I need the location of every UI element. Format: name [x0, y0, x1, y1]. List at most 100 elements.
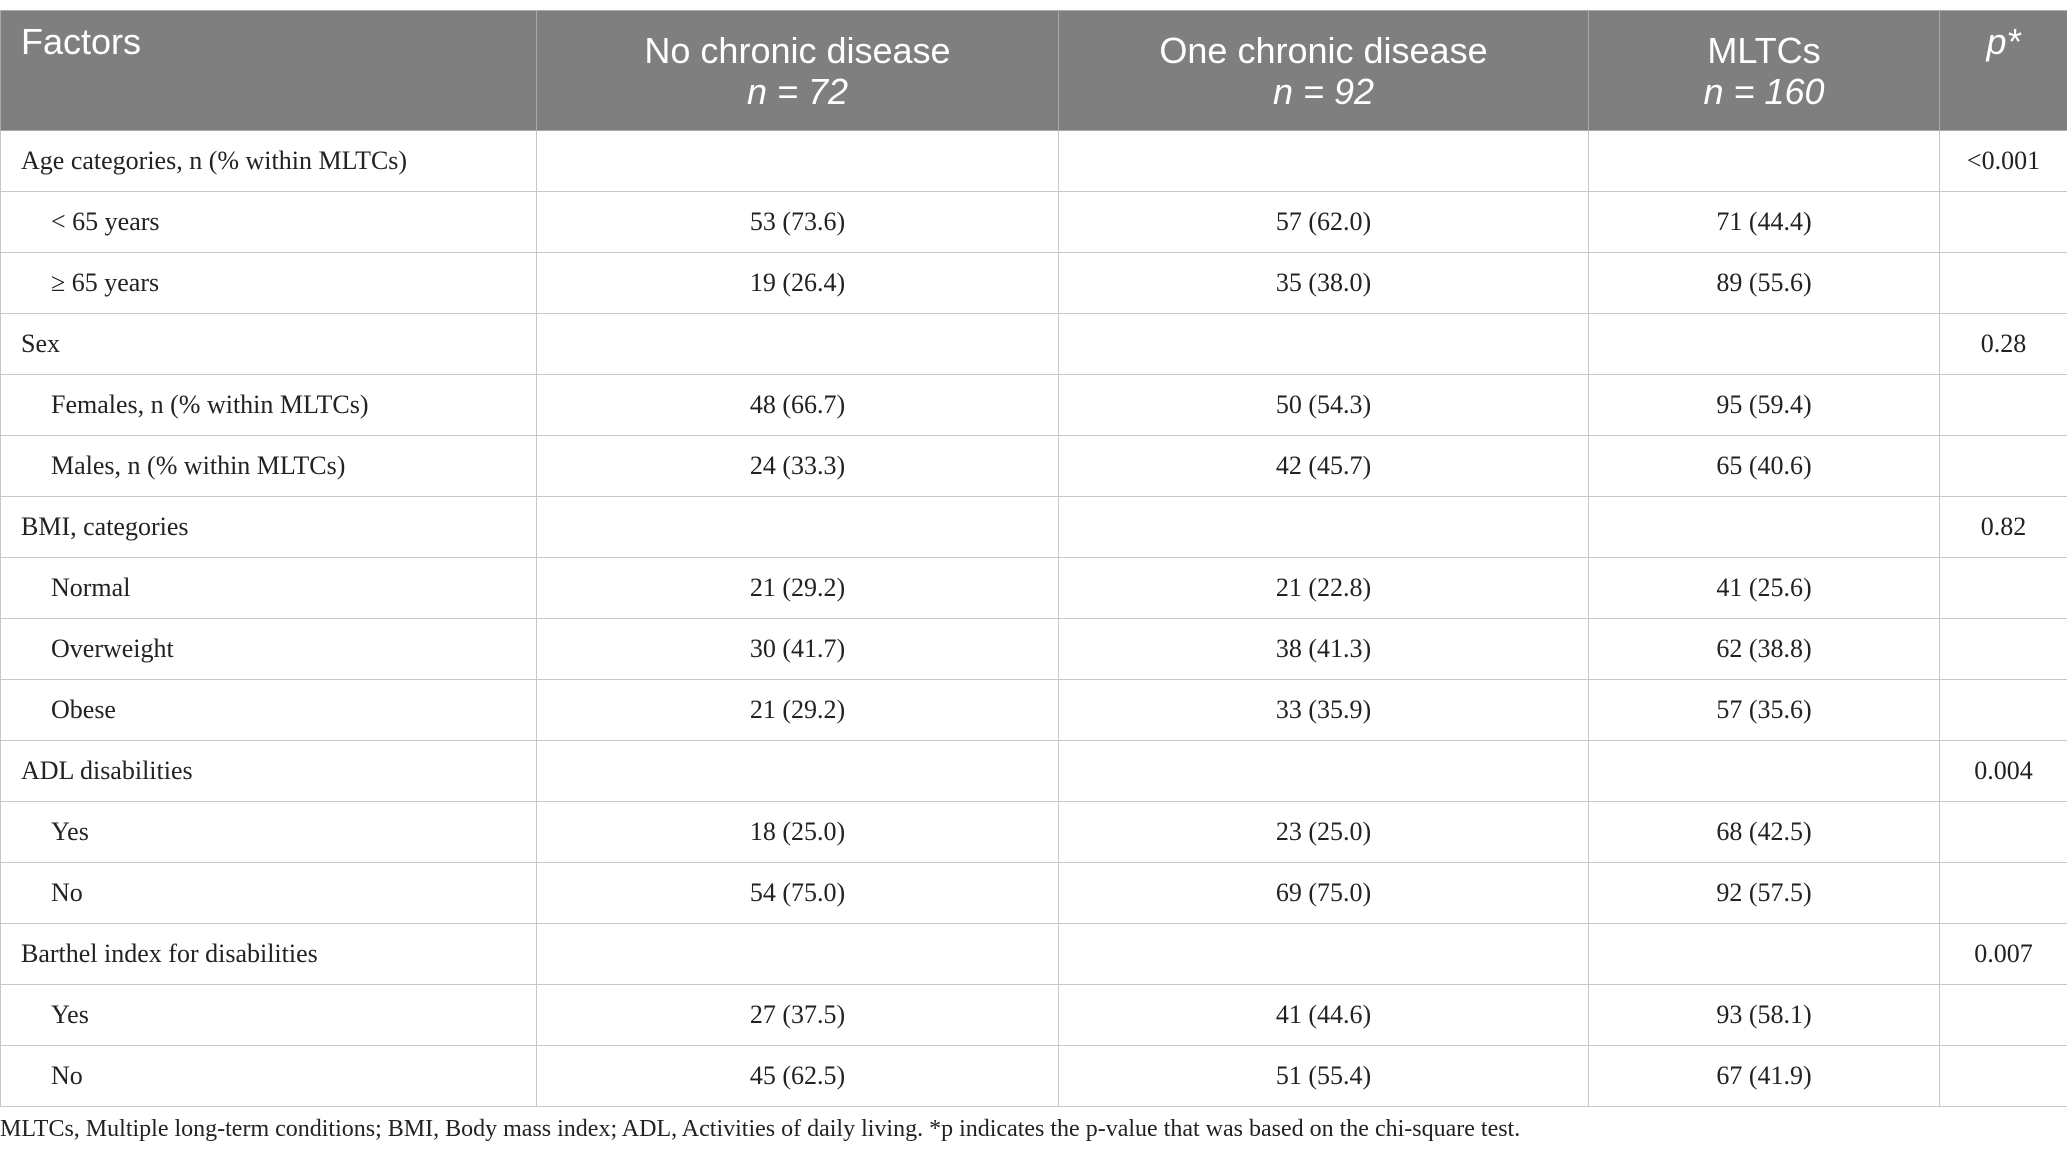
column-label: No chronic disease: [644, 29, 951, 71]
row-label: < 65 years: [0, 191, 537, 253]
column-n: n = 160: [1703, 70, 1825, 112]
cell-value: 21 (29.2): [536, 557, 1059, 619]
data-row: Yes 27 (37.5) 41 (44.6) 93 (58.1): [0, 984, 2067, 1046]
group-label: Sex: [0, 313, 537, 375]
cell-value: 19 (26.4): [536, 252, 1059, 314]
empty-cell: [1939, 984, 2067, 1046]
data-row: Normal 21 (29.2) 21 (22.8) 41 (25.6): [0, 557, 2067, 619]
cell-value: 50 (54.3): [1058, 374, 1589, 436]
empty-cell: [1939, 374, 2067, 436]
cell-value: 68 (42.5): [1588, 801, 1940, 863]
column-label: MLTCs: [1707, 29, 1821, 71]
empty-cell: [1058, 740, 1589, 802]
cell-value: 21 (29.2): [536, 679, 1059, 741]
empty-cell: [536, 313, 1059, 375]
cell-value: 51 (55.4): [1058, 1045, 1589, 1107]
empty-cell: [1939, 435, 2067, 497]
empty-cell: [1939, 557, 2067, 619]
cell-value: 71 (44.4): [1588, 191, 1940, 253]
cell-value: 45 (62.5): [536, 1045, 1059, 1107]
footnote: MLTCs, Multiple long-term conditions; BM…: [0, 1116, 1521, 1142]
row-label: No: [0, 862, 537, 924]
cell-value: 41 (25.6): [1588, 557, 1940, 619]
header-factors: Factors: [0, 10, 537, 131]
cell-value: 24 (33.3): [536, 435, 1059, 497]
group-label: ADL disabilities: [0, 740, 537, 802]
cell-value: 23 (25.0): [1058, 801, 1589, 863]
p-value: <0.001: [1939, 130, 2067, 192]
cell-value: 65 (40.6): [1588, 435, 1940, 497]
p-value: 0.007: [1939, 923, 2067, 985]
empty-cell: [1058, 130, 1589, 192]
cell-value: 42 (45.7): [1058, 435, 1589, 497]
row-label: Obese: [0, 679, 537, 741]
data-row: ≥ 65 years 19 (26.4) 35 (38.0) 89 (55.6): [0, 252, 2067, 314]
group-label: Barthel index for disabilities: [0, 923, 537, 985]
cell-value: 48 (66.7): [536, 374, 1059, 436]
empty-cell: [536, 130, 1059, 192]
empty-cell: [1939, 1045, 2067, 1107]
header-column: One chronic disease n = 92: [1058, 10, 1589, 131]
row-label: ≥ 65 years: [0, 252, 537, 314]
empty-cell: [1939, 191, 2067, 253]
empty-cell: [536, 496, 1059, 558]
cell-value: 33 (35.9): [1058, 679, 1589, 741]
row-label: Females, n (% within MLTCs): [0, 374, 537, 436]
empty-cell: [1939, 862, 2067, 924]
data-row: < 65 years 53 (73.6) 57 (62.0) 71 (44.4): [0, 191, 2067, 253]
cell-value: 62 (38.8): [1588, 618, 1940, 680]
cell-value: 21 (22.8): [1058, 557, 1589, 619]
empty-cell: [1588, 740, 1940, 802]
header-row: Factors No chronic disease n = 72 One chron…: [0, 10, 2067, 131]
p-value: 0.28: [1939, 313, 2067, 375]
empty-cell: [536, 740, 1059, 802]
group-label: Age categories, n (% within MLTCs): [0, 130, 537, 192]
row-label: Males, n (% within MLTCs): [0, 435, 537, 497]
cell-value: 89 (55.6): [1588, 252, 1940, 314]
row-label: Overweight: [0, 618, 537, 680]
empty-cell: [1588, 923, 1940, 985]
row-label: Normal: [0, 557, 537, 619]
group-row: ADL disabilities 0.004: [0, 740, 2067, 802]
cell-value: 95 (59.4): [1588, 374, 1940, 436]
group-label: BMI, categories: [0, 496, 537, 558]
data-row: No 54 (75.0) 69 (75.0) 92 (57.5): [0, 862, 2067, 924]
p-value: 0.004: [1939, 740, 2067, 802]
data-row: Overweight 30 (41.7) 38 (41.3) 62 (38.8): [0, 618, 2067, 680]
data-row: Males, n (% within MLTCs) 24 (33.3) 42 (45…: [0, 435, 2067, 497]
empty-cell: [1058, 496, 1589, 558]
cell-value: 18 (25.0): [536, 801, 1059, 863]
empty-cell: [1058, 313, 1589, 375]
cell-value: 57 (62.0): [1058, 191, 1589, 253]
empty-cell: [1058, 923, 1589, 985]
column-n: n = 72: [746, 70, 849, 112]
cell-value: 54 (75.0): [536, 862, 1059, 924]
row-label: No: [0, 1045, 537, 1107]
empty-cell: [1588, 313, 1940, 375]
cell-value: 57 (35.6): [1588, 679, 1940, 741]
group-row: Sex 0.28: [0, 313, 2067, 375]
data-row: Yes 18 (25.0) 23 (25.0) 68 (42.5): [0, 801, 2067, 863]
empty-cell: [1939, 801, 2067, 863]
data-row: Obese 21 (29.2) 33 (35.9) 57 (35.6): [0, 679, 2067, 741]
table-header: Factors No chronic disease n = 72 One chron…: [0, 10, 2067, 131]
empty-cell: [1588, 130, 1940, 192]
data-table: Factors No chronic disease n = 72 One chron…: [0, 10, 2067, 1107]
header-column: MLTCs n = 160: [1588, 10, 1940, 131]
group-row: Barthel index for disabilities 0.007: [0, 923, 2067, 985]
cell-value: 53 (73.6): [536, 191, 1059, 253]
empty-cell: [1939, 679, 2067, 741]
row-label: Yes: [0, 801, 537, 863]
p-value: 0.82: [1939, 496, 2067, 558]
cell-value: 67 (41.9): [1588, 1045, 1940, 1107]
header-column: No chronic disease n = 72: [536, 10, 1059, 131]
cell-value: 35 (38.0): [1058, 252, 1589, 314]
table-body: Age categories, n (% within MLTCs) <0.001…: [0, 130, 2067, 1107]
group-row: Age categories, n (% within MLTCs) <0.001: [0, 130, 2067, 192]
cell-value: 92 (57.5): [1588, 862, 1940, 924]
data-row: No 45 (62.5) 51 (55.4) 67 (41.9): [0, 1045, 2067, 1107]
cell-value: 30 (41.7): [536, 618, 1059, 680]
empty-cell: [1588, 496, 1940, 558]
cell-value: 27 (37.5): [536, 984, 1059, 1046]
